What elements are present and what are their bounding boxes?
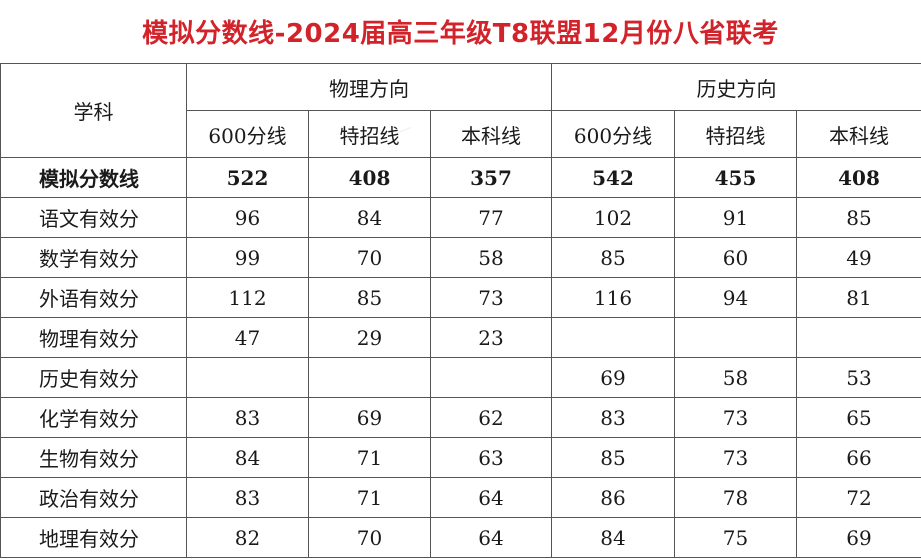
history-direction-header: 历史方向	[551, 63, 921, 111]
score-cell	[796, 317, 921, 358]
score-cell	[308, 357, 431, 398]
score-cell: 85	[551, 237, 675, 278]
score-cell: 408	[308, 157, 431, 198]
score-cell: 542	[551, 157, 675, 198]
row-label: 数学有效分	[0, 237, 187, 278]
row-label: 地理有效分	[0, 517, 187, 558]
row-label: 政治有效分	[0, 477, 187, 518]
score-cell: 83	[186, 397, 309, 438]
col-header: 本科线	[796, 110, 921, 158]
row-label: 语文有效分	[0, 197, 187, 238]
score-cell: 60	[674, 237, 797, 278]
score-cell: 62	[430, 397, 552, 438]
score-cell: 66	[796, 437, 921, 478]
table-body: 模拟分数线 522 408 357 542 455 408 语文有效分 96 84 77 102 91 8…	[0, 157, 921, 558]
col-header: 600分线	[551, 110, 675, 158]
row-label: 历史有效分	[0, 357, 187, 398]
score-cell	[430, 357, 552, 398]
row-label: 化学有效分	[0, 397, 187, 438]
score-cell: 65	[796, 397, 921, 438]
score-cell: 63	[430, 437, 552, 478]
table-row: 政治有效分 83 71 64 86 78 72	[0, 477, 921, 518]
score-cell: 78	[674, 477, 797, 518]
table-row: 地理有效分 82 70 64 84 75 69	[0, 517, 921, 558]
score-cell: 73	[430, 277, 552, 318]
score-cell: 29	[308, 317, 431, 358]
score-cell: 53	[796, 357, 921, 398]
score-cell: 357	[430, 157, 552, 198]
score-cell: 49	[796, 237, 921, 278]
score-cell: 73	[674, 437, 797, 478]
score-cell: 58	[430, 237, 552, 278]
score-cell: 96	[186, 197, 309, 238]
score-cell: 77	[430, 197, 552, 238]
score-cell	[674, 317, 797, 358]
score-cell: 58	[674, 357, 797, 398]
score-cell: 47	[186, 317, 309, 358]
table-row: 生物有效分 84 71 63 85 73 66	[0, 437, 921, 478]
score-cell: 522	[186, 157, 309, 198]
score-cell: 86	[551, 477, 675, 518]
score-cell: 84	[308, 197, 431, 238]
score-cell: 112	[186, 277, 309, 318]
score-cell: 64	[430, 477, 552, 518]
score-cell: 69	[796, 517, 921, 558]
score-cell: 72	[796, 477, 921, 518]
row-label: 模拟分数线	[0, 157, 187, 198]
row-label: 生物有效分	[0, 437, 187, 478]
score-cell	[551, 317, 675, 358]
score-cell: 23	[430, 317, 552, 358]
score-cell: 69	[308, 397, 431, 438]
table-row: 外语有效分 112 85 73 116 94 81	[0, 277, 921, 318]
table-row: 数学有效分 99 70 58 85 60 49	[0, 237, 921, 278]
score-cell: 71	[308, 437, 431, 478]
score-cell: 81	[796, 277, 921, 318]
table-row: 模拟分数线 522 408 357 542 455 408	[0, 157, 921, 198]
subject-header: 学科	[0, 63, 187, 158]
score-cell: 83	[186, 477, 309, 518]
score-cell: 83	[551, 397, 675, 438]
score-cell: 116	[551, 277, 675, 318]
score-cell: 75	[674, 517, 797, 558]
score-cell: 91	[674, 197, 797, 238]
table-row: 物理有效分 47 29 23	[0, 317, 921, 358]
score-cell: 64	[430, 517, 552, 558]
page-title: 模拟分数线-2024届高三年级T8联盟12月份八省联考	[142, 19, 779, 49]
score-cell: 70	[308, 517, 431, 558]
score-cell: 408	[796, 157, 921, 198]
score-cell	[186, 357, 309, 398]
score-cell: 102	[551, 197, 675, 238]
row-label: 物理有效分	[0, 317, 187, 358]
col-header: 本科线	[430, 110, 552, 158]
score-cell: 82	[186, 517, 309, 558]
score-cell: 70	[308, 237, 431, 278]
table-row: 化学有效分 83 69 62 83 73 65	[0, 397, 921, 438]
score-cell: 85	[308, 277, 431, 318]
col-header: 特招线	[674, 110, 797, 158]
score-table: 学科 物理方向 历史方向 600分线 特招线 本科线 600分线 特招线 本科线…	[0, 63, 921, 558]
col-header: 600分线	[186, 110, 309, 158]
table-row: 语文有效分 96 84 77 102 91 85	[0, 197, 921, 238]
score-cell: 85	[796, 197, 921, 238]
score-cell: 94	[674, 277, 797, 318]
col-header: 特招线	[308, 110, 431, 158]
score-cell: 69	[551, 357, 675, 398]
score-cell: 71	[308, 477, 431, 518]
score-cell: 99	[186, 237, 309, 278]
score-cell: 455	[674, 157, 797, 198]
row-label: 外语有效分	[0, 277, 187, 318]
score-cell: 84	[186, 437, 309, 478]
physics-direction-header: 物理方向	[186, 63, 552, 111]
score-cell: 84	[551, 517, 675, 558]
score-cell: 73	[674, 397, 797, 438]
table-row: 历史有效分 69 58 53	[0, 357, 921, 398]
score-cell: 85	[551, 437, 675, 478]
